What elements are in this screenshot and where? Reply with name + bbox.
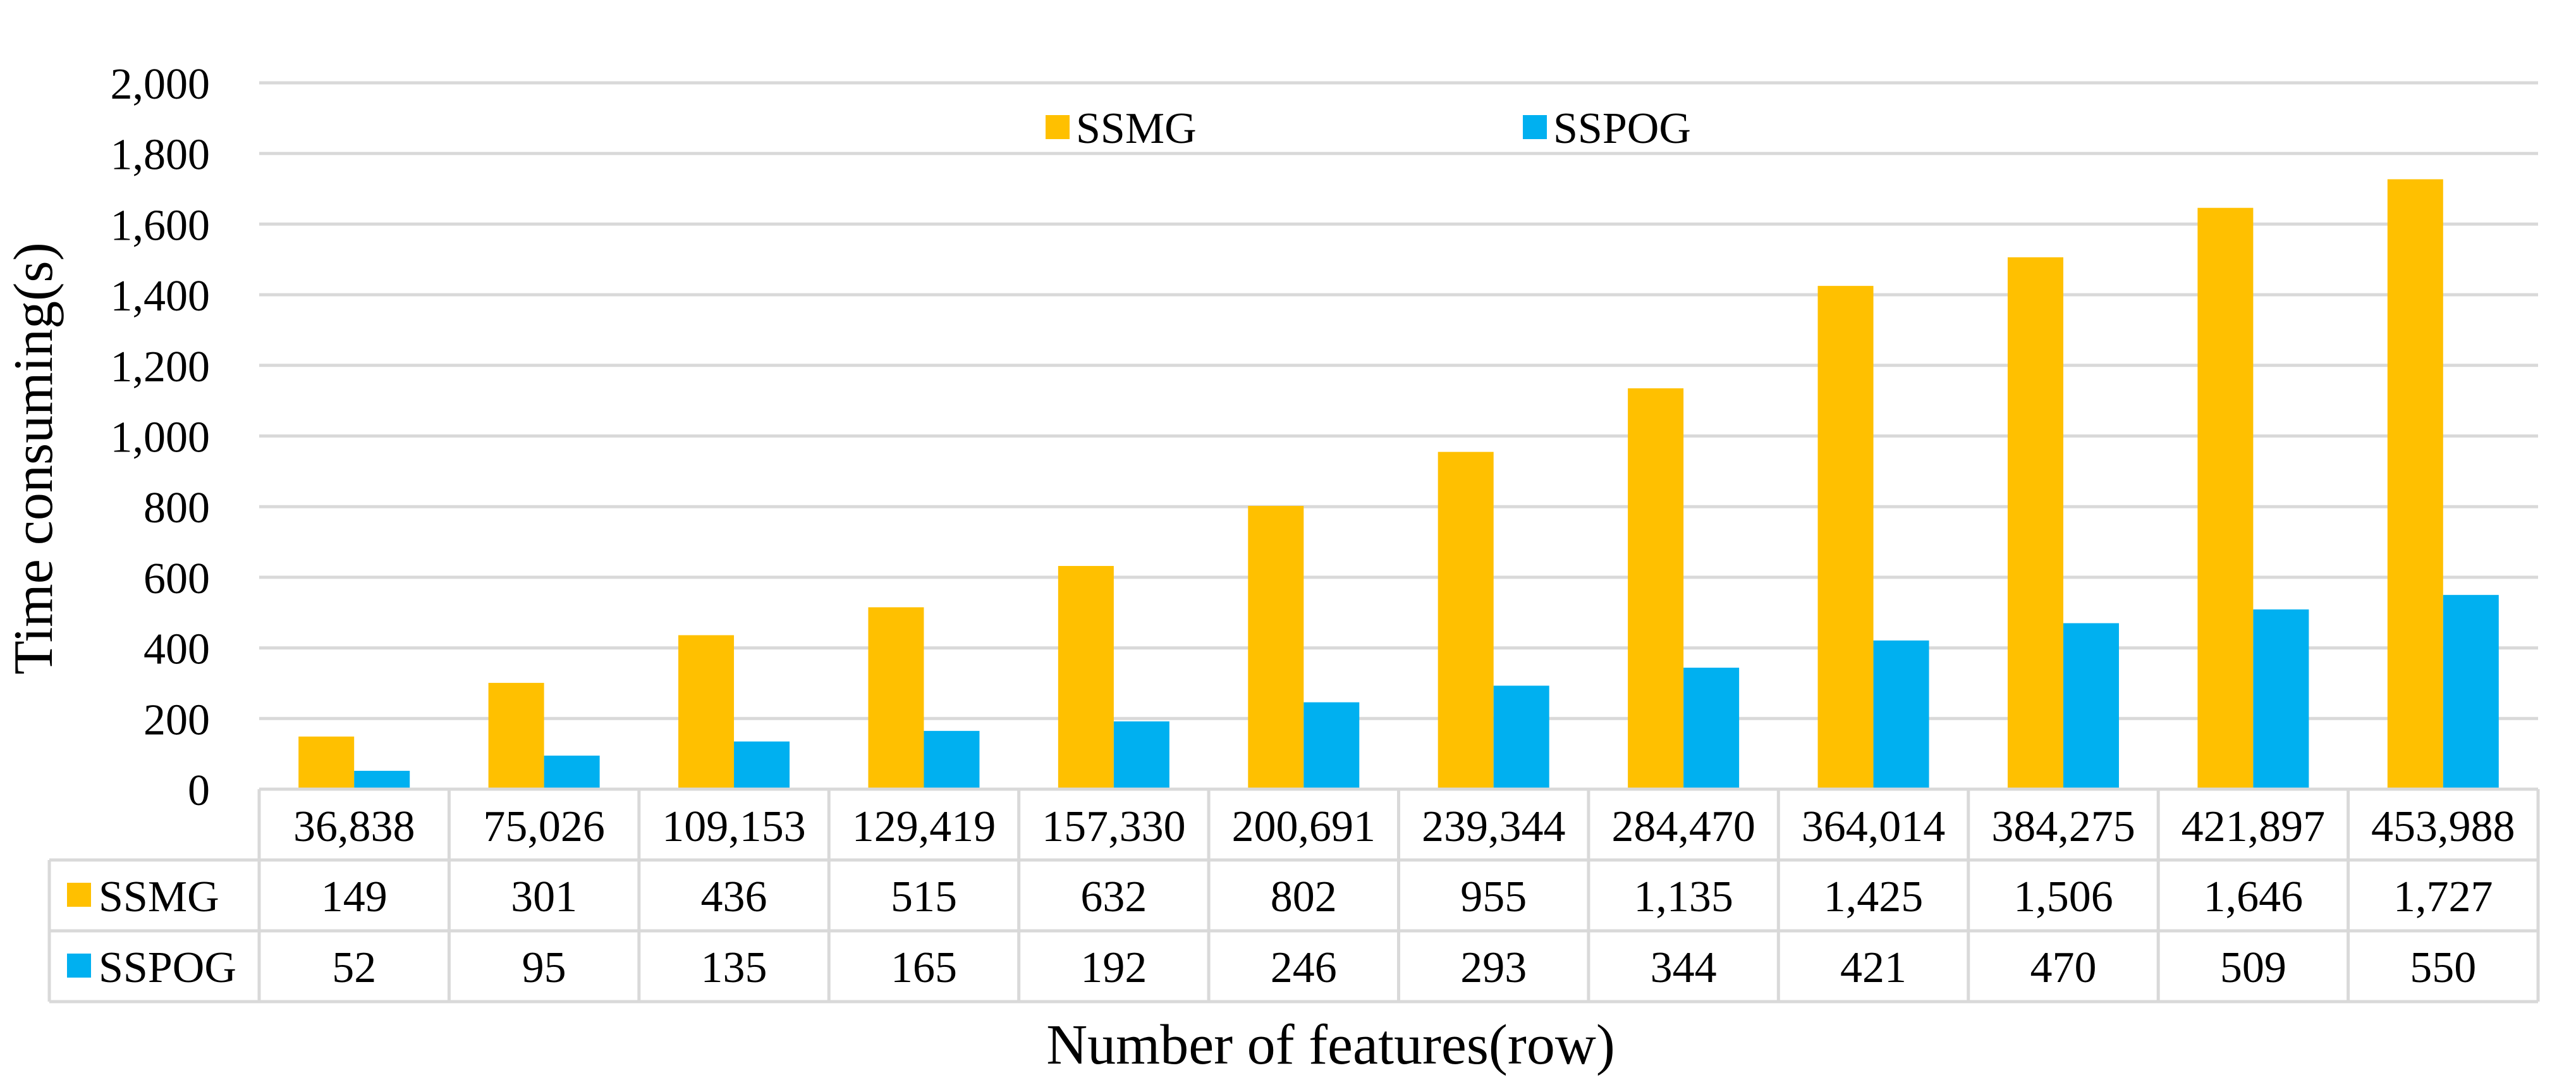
- bars: [298, 179, 2499, 790]
- category-label: 36,838: [293, 802, 415, 851]
- legend: SSMG SSPOG: [1046, 104, 1691, 153]
- bar-sspog: [1303, 702, 1360, 789]
- bar-ssmg: [488, 682, 544, 789]
- category-label: 109,153: [662, 802, 806, 851]
- category-label: 284,470: [1611, 802, 1755, 851]
- y-axis: 0 200 400 600 800 1,000 1,200 1,400 1,600 1,800 2,…: [111, 60, 211, 815]
- y-tick-label: 1,600: [111, 201, 211, 250]
- legend-key-sspog: [67, 954, 91, 978]
- category-label: 200,691: [1232, 802, 1376, 851]
- data-label-sspog: 192: [1080, 943, 1147, 992]
- bar-sspog: [1113, 721, 1169, 789]
- category-label: 421,897: [2182, 802, 2326, 851]
- data-label-ssmg: 436: [701, 873, 767, 921]
- y-tick-label: 1,800: [111, 131, 211, 180]
- legend-label-ssmg: SSMG: [1076, 104, 1197, 153]
- data-label-sspog: 293: [1460, 943, 1527, 992]
- bar-ssmg: [678, 635, 735, 789]
- data-label-ssmg: 515: [891, 873, 957, 921]
- bar-sspog: [2253, 609, 2309, 789]
- data-label-sspog: 246: [1271, 943, 1337, 992]
- data-label-ssmg: 1,425: [1824, 873, 1924, 921]
- y-tick-label: 1,400: [111, 272, 211, 321]
- bar-ssmg: [1248, 506, 1304, 789]
- category-label: 129,419: [852, 802, 996, 851]
- gridlines: [259, 81, 2538, 720]
- row-header-sspog: SSPOG: [99, 943, 236, 992]
- row-header-ssmg: SSMG: [99, 873, 219, 921]
- category-label: 364,014: [1802, 802, 1946, 851]
- bar-ssmg: [1817, 286, 1874, 789]
- category-label: 239,344: [1422, 802, 1566, 851]
- bar-sspog: [2063, 623, 2119, 789]
- bar-sspog: [734, 741, 790, 789]
- category-label: 384,275: [1991, 802, 2135, 851]
- bar-ssmg: [2387, 179, 2443, 790]
- data-label-sspog: 550: [2410, 943, 2476, 992]
- bar-sspog: [2443, 594, 2499, 789]
- data-label-ssmg: 1,135: [1633, 873, 1733, 921]
- y-tick-label: 400: [143, 625, 210, 674]
- y-tick-label: 1,200: [111, 343, 211, 391]
- y-tick-label: 600: [143, 555, 210, 603]
- data-label-sspog: 165: [891, 943, 957, 992]
- data-table: 36,838 75,026 109,153 129,419 157,330 200,691…: [47, 787, 2540, 1004]
- bar-ssmg: [1058, 566, 1114, 789]
- bar-ssmg: [298, 736, 355, 789]
- data-label-sspog: 135: [701, 943, 767, 992]
- bar-ssmg: [1438, 451, 1494, 789]
- bar-sspog: [1683, 667, 1740, 789]
- data-label-ssmg: 955: [1460, 873, 1527, 921]
- bar-ssmg: [1628, 388, 1684, 789]
- bar-sspog: [354, 770, 410, 789]
- data-label-sspog: 95: [522, 943, 566, 992]
- bar-ssmg: [2197, 207, 2254, 790]
- bar-ssmg: [2007, 257, 2063, 789]
- category-label: 453,988: [2371, 802, 2515, 851]
- y-tick-label: 200: [143, 696, 210, 744]
- y-tick-label: 0: [188, 766, 210, 815]
- data-label-ssmg: 149: [321, 873, 388, 921]
- data-label-ssmg: 802: [1271, 873, 1337, 921]
- data-label-ssmg: 1,727: [2393, 873, 2493, 921]
- bar-ssmg: [868, 607, 924, 789]
- category-label: 75,026: [483, 802, 605, 851]
- legend-key-ssmg: [67, 883, 91, 907]
- legend-marker-ssmg: [1046, 115, 1070, 139]
- bar-sspog: [544, 755, 600, 789]
- category-label: 157,330: [1042, 802, 1186, 851]
- data-label-sspog: 52: [332, 943, 376, 992]
- data-label-sspog: 344: [1651, 943, 1717, 992]
- data-label-ssmg: 301: [511, 873, 577, 921]
- legend-label-sspog: SSPOG: [1553, 104, 1691, 153]
- y-axis-title: Time consuming(s): [3, 242, 64, 675]
- y-tick-label: 800: [143, 484, 210, 532]
- x-axis-title: Number of features(row): [1046, 1014, 1615, 1076]
- data-label-sspog: 470: [2030, 943, 2096, 992]
- bar-sspog: [1493, 685, 1549, 789]
- data-label-sspog: 421: [1840, 943, 1907, 992]
- y-tick-label: 1,000: [111, 414, 211, 462]
- data-label-ssmg: 1,506: [2013, 873, 2113, 921]
- bar-sspog: [1873, 640, 1929, 789]
- y-tick-label: 2,000: [111, 60, 211, 109]
- legend-marker-sspog: [1523, 115, 1547, 139]
- data-label-ssmg: 632: [1080, 873, 1147, 921]
- bar-sspog: [924, 730, 980, 789]
- data-label-sspog: 509: [2220, 943, 2286, 992]
- data-label-ssmg: 1,646: [2204, 873, 2304, 921]
